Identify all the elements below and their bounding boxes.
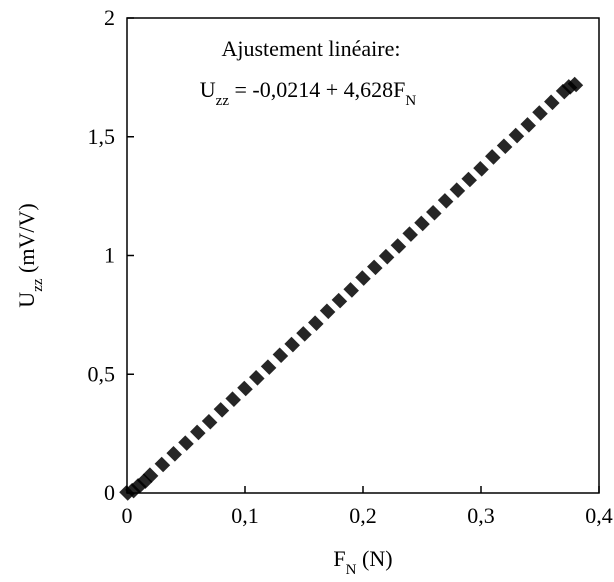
data-point — [402, 226, 418, 242]
data-point — [355, 270, 371, 286]
data-point — [437, 193, 454, 209]
data-point — [555, 83, 572, 100]
data-point — [567, 76, 584, 93]
data-point — [178, 435, 194, 451]
data-point — [508, 127, 525, 144]
fit-annotation-equation: Uzz = -0,0214 + 4,628FN — [200, 77, 417, 109]
data-point — [201, 413, 218, 430]
data-point — [331, 292, 348, 309]
data-point — [544, 94, 560, 111]
data-point — [378, 248, 395, 265]
data-point — [125, 482, 141, 499]
data-point — [485, 149, 501, 165]
x-axis-label: FN (N) — [333, 546, 392, 578]
data-point — [260, 359, 277, 375]
data-point — [520, 117, 536, 133]
x-tick-label: 0 — [122, 503, 133, 528]
y-tick-label: 1 — [104, 243, 115, 268]
data-point — [426, 204, 442, 221]
data-point — [319, 303, 336, 320]
data-point — [249, 370, 265, 386]
data-point — [284, 336, 300, 353]
data-point — [225, 391, 241, 407]
x-tick-label: 0,3 — [467, 503, 495, 528]
data-point — [390, 238, 407, 254]
y-axis-label: Uzz (mV/V) — [14, 203, 46, 307]
data-point — [136, 473, 153, 489]
ticks-layer: 0 0,1 0,2 0,3 0,4 0 0,5 1 1,5 2 — [88, 5, 613, 528]
y-tick-label: 0 — [104, 480, 115, 505]
x-tick-label: 0,2 — [349, 503, 377, 528]
data-point — [449, 182, 466, 198]
points-layer — [119, 76, 584, 501]
data-point — [131, 478, 147, 494]
data-point — [296, 326, 312, 342]
data-point — [414, 215, 430, 232]
data-point — [561, 79, 578, 95]
data-point — [272, 347, 289, 364]
y-tick-label: 2 — [104, 5, 115, 30]
data-point — [166, 446, 182, 462]
data-point — [142, 467, 159, 483]
data-point — [473, 161, 489, 177]
data-point — [496, 138, 513, 155]
fit-annotation-title: Ajustement linéaire: — [222, 36, 401, 61]
data-point — [343, 282, 359, 298]
data-point — [190, 424, 206, 441]
y-tick-label: 0,5 — [88, 361, 116, 386]
data-point — [367, 259, 383, 276]
x-tick-label: 0,1 — [231, 503, 259, 528]
data-point — [308, 315, 324, 331]
y-tick-label: 1,5 — [88, 124, 116, 149]
data-point — [237, 380, 253, 397]
data-point — [213, 402, 230, 418]
x-tick-label: 0,4 — [585, 503, 613, 528]
data-point — [532, 105, 548, 121]
data-point — [461, 171, 477, 188]
data-point — [154, 456, 171, 473]
